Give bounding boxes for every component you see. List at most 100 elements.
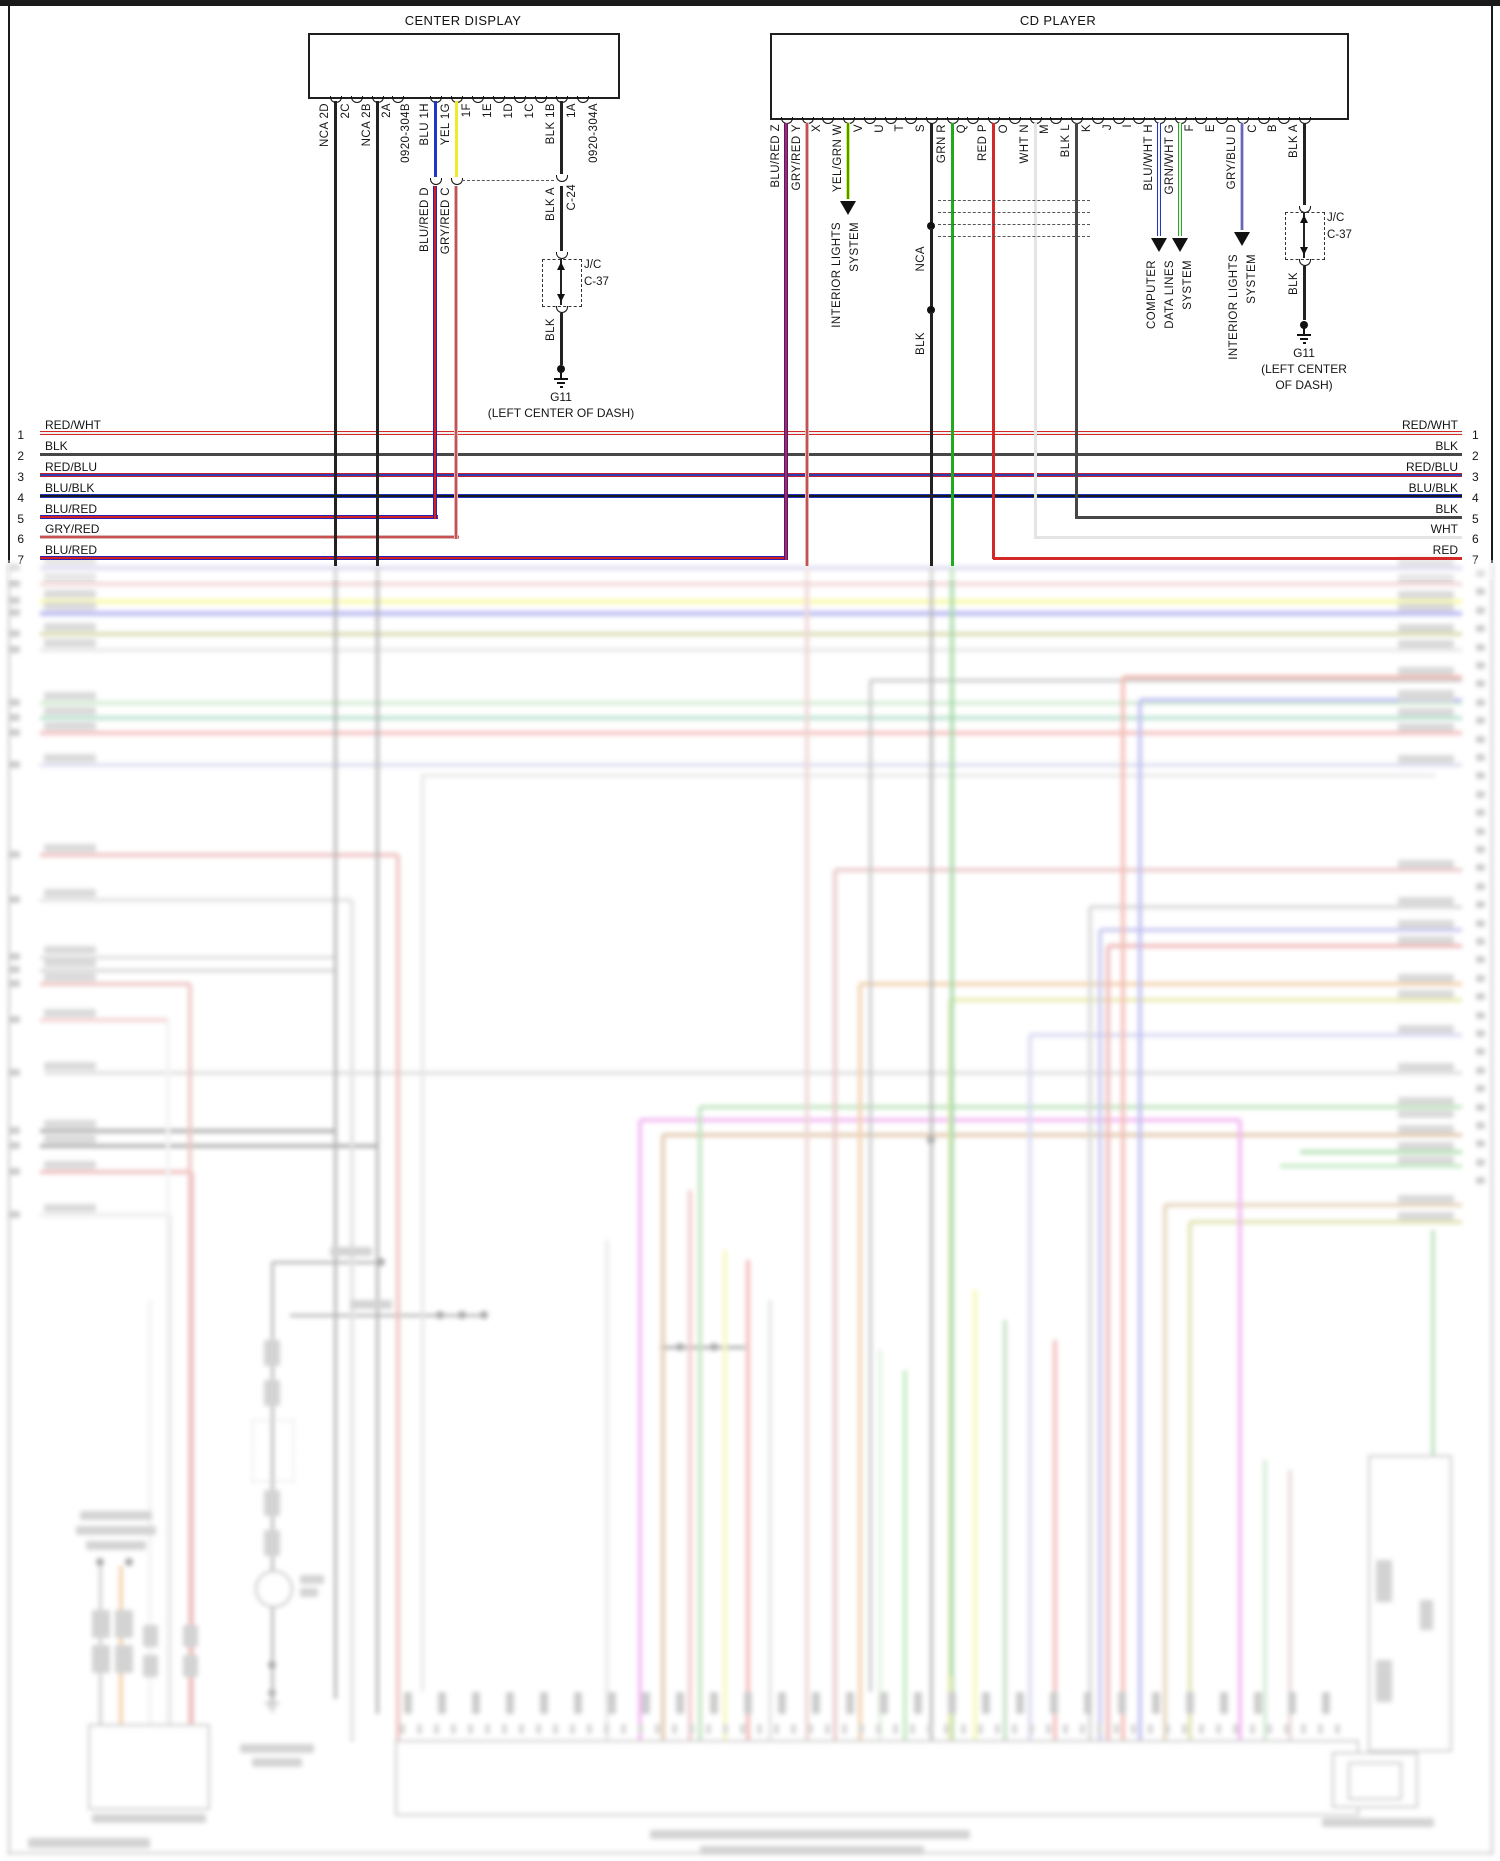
blur-wire — [640, 1118, 1240, 1122]
jc-id-label: C-37 — [1327, 229, 1352, 241]
pin-arc — [864, 117, 876, 124]
system-label: COMPUTER — [1146, 260, 1158, 330]
blur-blob — [10, 597, 20, 604]
system-arrow-icon — [1151, 238, 1167, 252]
row-number-left: 1 — [17, 428, 24, 442]
shield-dash — [938, 200, 1090, 201]
blur-blob — [300, 1575, 324, 1584]
blur-blob — [76, 1526, 156, 1535]
blur-blob — [621, 1724, 626, 1734]
gry-red-wire — [805, 123, 809, 566]
jc-wire — [559, 259, 563, 305]
pin-label: GRY/BLU D — [1226, 124, 1238, 190]
blur-blob — [1398, 708, 1454, 716]
blur-blob — [995, 1724, 1000, 1734]
blur-blob — [183, 1625, 198, 1647]
ground-icon — [560, 372, 562, 378]
nca-wire — [375, 101, 379, 566]
ground-icon — [1300, 337, 1308, 341]
blur-blob — [650, 1830, 970, 1839]
blur-wire — [805, 566, 809, 1676]
blur-blob — [472, 1692, 480, 1714]
blur-wire — [40, 582, 1462, 586]
blur-blob — [10, 580, 20, 587]
connector-arc — [1299, 259, 1311, 266]
blur-blob — [10, 1069, 20, 1076]
blur-blob — [10, 1142, 20, 1149]
blur-ground-icon — [268, 1705, 276, 1709]
blur-wire — [40, 731, 1462, 735]
blur-blob — [44, 590, 96, 598]
blur-blob — [1476, 772, 1485, 780]
blur-blob — [438, 1692, 446, 1714]
pin-label: M — [1039, 124, 1051, 134]
pin-arc — [967, 117, 979, 124]
pin-label: 1E — [482, 103, 494, 118]
blur-blob — [812, 1692, 820, 1714]
blur-junction-dot — [125, 1558, 133, 1566]
ground-icon — [559, 385, 563, 389]
connector-arc — [556, 175, 568, 182]
blur-wire — [723, 1250, 727, 1742]
blur-blob — [1016, 1692, 1024, 1714]
pin-label: V — [853, 124, 865, 133]
blur-blob — [1233, 1724, 1238, 1734]
blur-blob — [502, 1724, 507, 1734]
blur-blob — [1476, 827, 1485, 835]
blur-blob — [1376, 1660, 1392, 1702]
blur-fade-edge — [8, 560, 1493, 580]
blur-blob — [1476, 919, 1485, 927]
gry-blu-wire — [1240, 123, 1244, 230]
pin-arc — [822, 117, 834, 124]
blur-blob — [1398, 1110, 1454, 1118]
blur-wire — [746, 1260, 750, 1742]
pin-arc — [1195, 117, 1207, 124]
blur-wire — [1121, 677, 1125, 1742]
blur-blob — [80, 1511, 152, 1520]
blur-blob — [44, 1204, 96, 1212]
pin-label: E — [1205, 124, 1217, 133]
blur-blob — [1398, 974, 1454, 982]
ground-icon — [1303, 328, 1305, 334]
blur-blob — [859, 1724, 864, 1734]
blur-wire — [40, 1170, 192, 1174]
blur-blob — [44, 946, 96, 954]
jc-arrow-icon — [557, 262, 565, 270]
ground-location-label: (LEFT CENTER OF DASH) — [487, 406, 635, 420]
blk-wire — [559, 186, 563, 251]
system-label: DATA LINES — [1164, 260, 1176, 329]
blur-wire — [973, 1290, 977, 1742]
blur-wire — [40, 716, 1462, 720]
connector-arc — [430, 178, 442, 185]
blur-blob — [10, 1127, 20, 1134]
blur-blob — [570, 1724, 575, 1734]
system-label: SYSTEM — [1182, 260, 1194, 310]
blur-wire — [290, 1313, 485, 1317]
pin-label: BLK L — [1060, 124, 1072, 158]
blur-blob — [1476, 974, 1485, 982]
blur-blob — [44, 1009, 96, 1017]
blur-blob — [1376, 1560, 1392, 1602]
system-arrow-icon — [1234, 232, 1250, 246]
blur-blob — [1322, 1692, 1330, 1714]
blur-wire — [40, 898, 352, 902]
pin-label: C — [1247, 124, 1259, 133]
blur-blob — [92, 1645, 110, 1673]
blur-ground-icon — [265, 1701, 279, 1705]
pin-label: O — [998, 124, 1010, 134]
blur-blob — [1476, 1177, 1485, 1185]
blur-wire — [40, 1213, 170, 1217]
blur-wire — [929, 566, 933, 1676]
blur-wire — [422, 773, 1435, 777]
blur-blob — [723, 1724, 728, 1734]
blu-red-wire — [433, 186, 437, 519]
c24-drop-label: BLK A — [545, 187, 557, 221]
blur-blob — [880, 1692, 888, 1714]
blur-blob — [672, 1724, 677, 1734]
blur-blob — [1398, 1142, 1454, 1150]
blur-wire — [698, 1107, 702, 1742]
pin-label: NCA 2B — [361, 103, 373, 147]
blur-ground-icon — [270, 1709, 274, 1713]
blur-wire — [950, 566, 954, 1742]
blur-wire — [40, 853, 398, 857]
